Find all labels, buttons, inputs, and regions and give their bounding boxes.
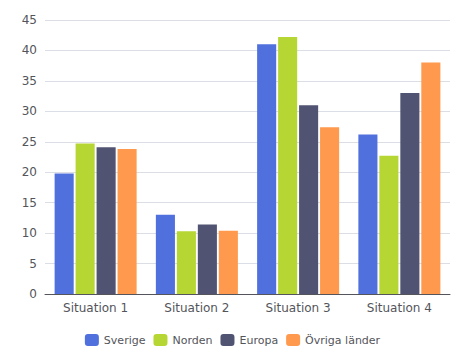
svg-text:5: 5 bbox=[29, 257, 37, 271]
svg-text:35: 35 bbox=[22, 74, 37, 88]
svg-text:Situation 2: Situation 2 bbox=[164, 301, 229, 315]
svg-text:Situation 3: Situation 3 bbox=[266, 301, 331, 315]
svg-text:10: 10 bbox=[22, 226, 37, 240]
svg-text:Sverige: Sverige bbox=[104, 334, 146, 347]
svg-text:45: 45 bbox=[22, 13, 37, 27]
svg-text:Norden: Norden bbox=[172, 334, 212, 347]
svg-text:15: 15 bbox=[22, 196, 37, 210]
svg-text:Situation 4: Situation 4 bbox=[367, 301, 432, 315]
svg-text:0: 0 bbox=[29, 287, 37, 301]
svg-text:40: 40 bbox=[22, 43, 37, 57]
svg-text:25: 25 bbox=[22, 135, 37, 149]
svg-text:30: 30 bbox=[22, 104, 37, 118]
svg-text:Övriga länder: Övriga länder bbox=[305, 334, 380, 347]
svg-text:Situation 1: Situation 1 bbox=[63, 301, 128, 315]
svg-text:20: 20 bbox=[22, 165, 37, 179]
svg-text:Europa: Europa bbox=[239, 334, 278, 347]
